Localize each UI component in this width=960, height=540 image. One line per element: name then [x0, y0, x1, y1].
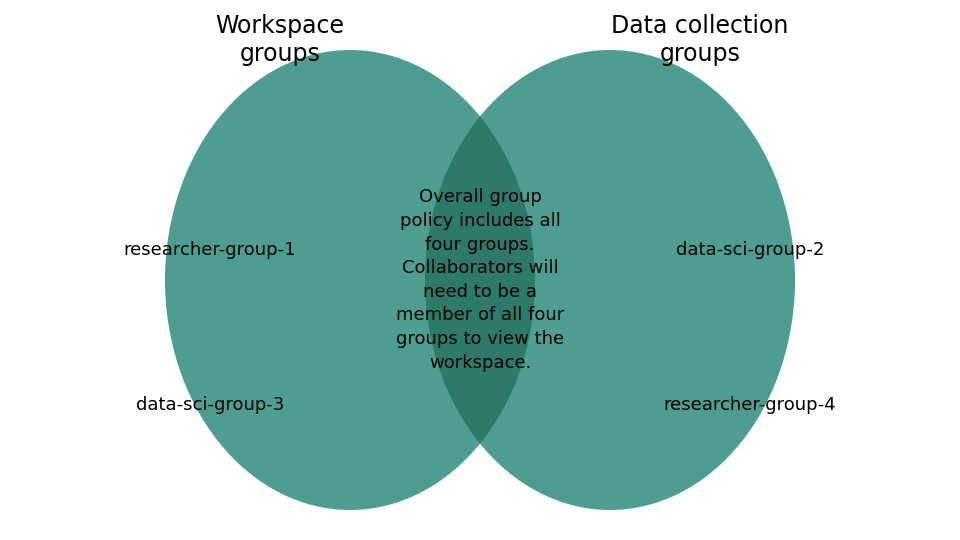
Text: Data collection
groups: Data collection groups: [612, 14, 789, 66]
Ellipse shape: [425, 50, 795, 510]
Text: Workspace
groups: Workspace groups: [215, 14, 345, 66]
Text: data-sci-group-3: data-sci-group-3: [135, 396, 284, 414]
Text: researcher-group-4: researcher-group-4: [663, 396, 836, 414]
Text: researcher-group-1: researcher-group-1: [124, 241, 297, 259]
Text: data-sci-group-2: data-sci-group-2: [676, 241, 825, 259]
Text: Overall group
policy includes all
four groups.
Collaborators will
need to be a
m: Overall group policy includes all four g…: [396, 188, 564, 372]
Ellipse shape: [425, 50, 795, 510]
Ellipse shape: [165, 50, 535, 510]
